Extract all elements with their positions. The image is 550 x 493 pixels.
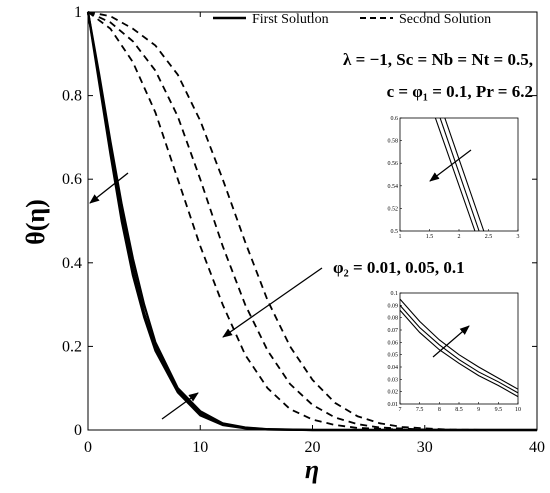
- first-solution-line-2: [86, 11, 537, 432]
- x-tick-label: 30: [417, 439, 433, 456]
- inset-x-tick-label: 7: [399, 407, 402, 413]
- x-tick-label: 20: [305, 439, 321, 456]
- inset-y-tick-label: 0.5: [391, 229, 399, 235]
- inset-y-tick-label: 0.01: [388, 402, 399, 408]
- inset-line-2: [444, 117, 485, 232]
- inset-lower-frame: [399, 292, 519, 405]
- legend: First Solution Second Solution: [213, 12, 491, 27]
- inset-y-tick-label: 0.03: [388, 377, 399, 383]
- inset-x-tick-label: 7.5: [416, 407, 424, 413]
- inset-x-tick-label: 10: [515, 407, 521, 413]
- inset-y-tick-label: 0.08: [388, 316, 399, 322]
- inset-x-tick-label: 1: [399, 234, 402, 240]
- x-tick-label: 0: [84, 439, 92, 456]
- inset-y-tick-label: 0.07: [388, 328, 399, 334]
- inset-y-tick-label: 0.54: [388, 184, 399, 190]
- inset-y-tick-label: 0.09: [388, 303, 399, 309]
- inset-x-tick-label: 9.5: [495, 407, 503, 413]
- second-solution-line-4: [87, 11, 537, 431]
- inset-x-tick-label: 8: [438, 407, 441, 413]
- legend-second-solution: Second Solution: [399, 12, 491, 27]
- y-axis-label: θ(η): [21, 199, 50, 245]
- inset-line-0: [399, 309, 519, 398]
- params-line-1: λ = −1, Sc = Nb = Nt = 0.5,: [343, 50, 533, 69]
- inset-x-tick-label: 3: [517, 234, 520, 240]
- inset-upper-series: 1 1.5 2 2.5 3 0.5 0.52 0.54 0.56 0.58 0.6: [388, 116, 520, 240]
- inset-y-tick-label: 0.6: [391, 116, 399, 122]
- x-tick-label: 40: [529, 439, 545, 456]
- inset-x-tick-label: 8.5: [455, 407, 463, 413]
- inset-y-tick-label: 0.04: [388, 365, 399, 371]
- phi2-label: φ₂ = 0.01, 0.05, 0.1: [333, 258, 465, 277]
- y-tick-label: 0.6: [62, 171, 82, 188]
- legend-first-solution: First Solution: [252, 12, 329, 27]
- y-tick-label: 0: [74, 422, 82, 439]
- inset-line-1: [439, 117, 480, 232]
- x-tick-label: 10: [192, 439, 208, 456]
- inset-x-tick-label: 2.5: [485, 234, 493, 240]
- inset-line-2: [399, 298, 519, 390]
- y-tick-label: 0.4: [62, 255, 82, 272]
- inset-y-tick-label: 0.58: [388, 139, 399, 145]
- arrow-first-upper: [89, 172, 129, 204]
- inset-x-tick-label: 2: [458, 234, 461, 240]
- inset-y-tick-label: 0.1: [391, 291, 399, 297]
- inset-lower-series: 7 7.5 8 8.5 9 9.5 10 0.01 0.02 0.03 0.04 0.05 0.06 0.…: [388, 291, 522, 413]
- arrow-second: [222, 267, 323, 338]
- params-line-2: c = φ₁ = 0.1, Pr = 6.2: [387, 82, 533, 101]
- inset-y-tick-label: 0.06: [388, 340, 399, 346]
- series-layer: [86, 11, 537, 432]
- inset-lower: 7 7.5 8 8.5 9 9.5 10 0.01 0.02 0.03 0.04 0.05 0.06 0.…: [388, 291, 522, 413]
- y-tick-label: 0.8: [62, 88, 82, 105]
- inset-x-tick-label: 9: [477, 407, 480, 413]
- inset-x-tick-label: 1.5: [426, 234, 434, 240]
- inset-line-1: [399, 304, 519, 394]
- x-axis-label: η: [305, 455, 319, 484]
- inset-y-tick-label: 0.56: [388, 161, 399, 167]
- inset-y-tick-label: 0.52: [388, 206, 399, 212]
- inset-y-tick-label: 0.05: [388, 353, 399, 359]
- y-tick-label: 0.2: [62, 338, 82, 355]
- inset-line-0: [434, 117, 476, 232]
- second-solution-line-3: [87, 11, 537, 431]
- inset-lower-arrow: [432, 325, 470, 358]
- inset-upper-frame: [399, 117, 519, 232]
- y-tick-label: 1: [74, 4, 82, 21]
- inset-upper: 1 1.5 2 2.5 3 0.5 0.52 0.54 0.56 0.58 0.6: [388, 116, 520, 240]
- tick-layer: 0 10 20 30 40 0 0.2 0.4 0.6 0.8 1: [62, 4, 545, 456]
- arrow-first-lower: [161, 392, 199, 420]
- inset-y-tick-label: 0.02: [388, 390, 399, 396]
- inset-upper-arrow: [429, 149, 472, 182]
